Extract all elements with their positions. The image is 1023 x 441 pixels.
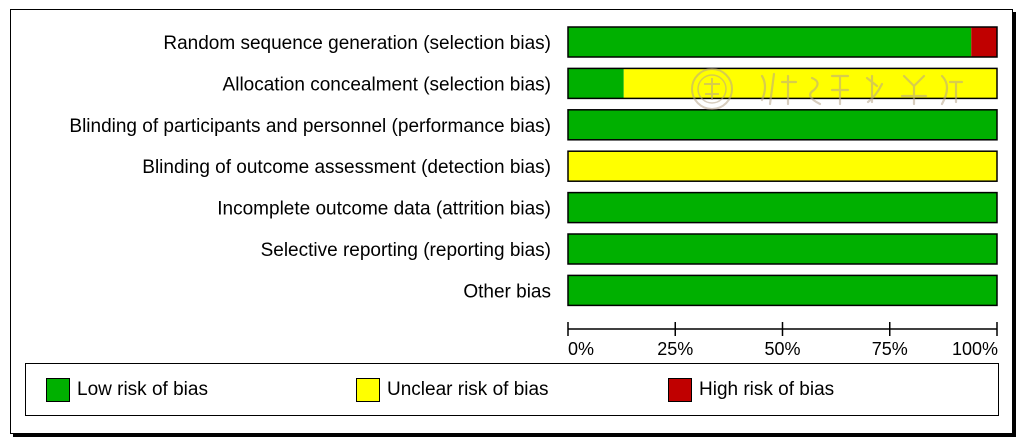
- bar-segment-high: [971, 27, 997, 57]
- legend-label-low: Low risk of bias: [77, 379, 208, 400]
- legend-item-low: Low risk of bias: [46, 377, 208, 403]
- bar-outline: [567, 233, 998, 265]
- legend-swatch-unclear: [356, 378, 380, 402]
- bar-segment-low: [568, 68, 624, 99]
- x-tick-label: 75%: [872, 339, 908, 359]
- category-label: Other bias: [463, 281, 551, 302]
- category-label: Incomplete outcome data (attrition bias): [217, 199, 551, 220]
- x-tick-label: 25%: [657, 339, 693, 359]
- bar-outline: [567, 109, 998, 141]
- bar-outline: [567, 150, 998, 182]
- legend-label-high: High risk of bias: [699, 379, 835, 400]
- legend-swatch-low: [46, 378, 70, 402]
- legend-item-high: High risk of bias: [668, 377, 834, 403]
- bar-segment-low: [568, 234, 997, 264]
- category-label: Blinding of outcome assessment (detectio…: [142, 157, 551, 178]
- bar-segment-unclear: [568, 151, 997, 182]
- x-axis: 0% 25% 50% 75% 100%: [567, 322, 998, 359]
- bar-outline: [567, 26, 998, 58]
- bar-outline: [567, 191, 998, 224]
- legend: Low risk of bias Unclear risk of bias Hi…: [25, 363, 999, 416]
- bars: [567, 26, 998, 307]
- bar-segment-low: [568, 275, 997, 306]
- legend-swatch-high: [668, 378, 692, 402]
- category-label: Allocation concealment (selection bias): [223, 74, 551, 95]
- x-tick-label: 0%: [568, 339, 594, 359]
- x-tick-label: 50%: [764, 339, 800, 359]
- category-label: Selective reporting (reporting bias): [261, 240, 551, 261]
- category-label: Random sequence generation (selection bi…: [163, 33, 551, 54]
- bar-outline: [567, 274, 998, 307]
- legend-item-unclear: Unclear risk of bias: [356, 377, 549, 403]
- bar-segment-unclear: [623, 68, 997, 99]
- bar-segment-low: [568, 27, 972, 57]
- category-labels: Random sequence generation (selection bi…: [69, 33, 551, 302]
- legend-label-unclear: Unclear risk of bias: [387, 379, 549, 400]
- category-label: Blinding of participants and personnel (…: [69, 116, 551, 137]
- bar-segment-low: [568, 192, 997, 223]
- x-tick-label: 100%: [952, 339, 998, 359]
- bar-segment-low: [568, 109, 997, 140]
